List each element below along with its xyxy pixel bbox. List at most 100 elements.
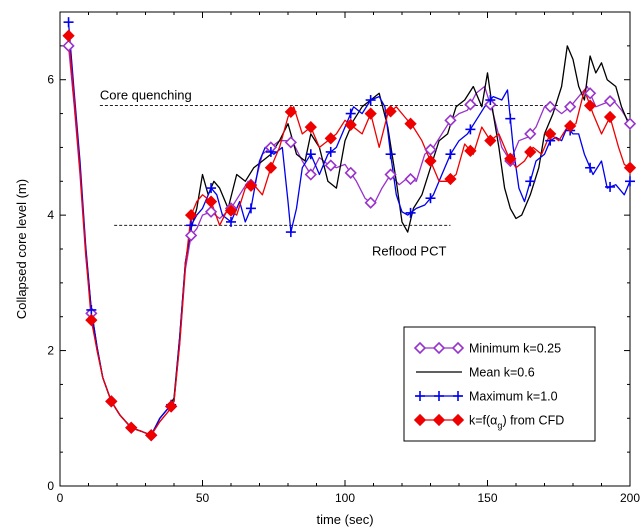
annotation-label: Core quenching [100, 87, 192, 102]
series-3-point [623, 161, 637, 174]
series-2-point [325, 146, 336, 157]
series-2-point [305, 149, 316, 160]
x-tick-label: 50 [196, 491, 210, 505]
series-2-point [605, 181, 616, 192]
x-tick-label: 200 [620, 491, 640, 505]
series-3-point [484, 134, 497, 147]
series-2-point [265, 146, 276, 157]
series-0-point [304, 168, 317, 181]
axis-ticks: 0 50 100 150 200 0 2 4 6 [47, 12, 640, 505]
series-3-point [504, 152, 517, 165]
series-0-point [364, 196, 377, 209]
series-2-point [385, 149, 396, 160]
x-tick-label: 0 [57, 491, 64, 505]
series-0-point [444, 114, 457, 127]
legend-label: Maximum k=1.0 [469, 390, 558, 404]
series-0-point [524, 127, 537, 141]
legend-label: Mean k=0.6 [469, 366, 535, 380]
series-0-point [623, 117, 637, 130]
legend: Minimum k=0.25 Mean k=0.6 Maximum k=1.0 k=f… [403, 326, 596, 442]
legend-swatch-marker [413, 341, 427, 355]
series-2-point [285, 227, 296, 238]
series-2-point [245, 203, 256, 214]
series-3-point [184, 209, 198, 222]
series-2-point [206, 183, 217, 194]
series-3-point [564, 119, 577, 133]
y-tick-label: 0 [47, 479, 54, 493]
legend-swatch-marker [451, 413, 465, 427]
legend-swatch-marker [432, 341, 446, 355]
series-2-point [63, 17, 74, 28]
series-2-point [405, 207, 416, 218]
series-2-point [505, 113, 516, 124]
series-2-point [425, 193, 436, 204]
series-3-point [224, 204, 238, 217]
legend-swatch-marker [415, 391, 425, 401]
y-tick-label: 6 [47, 73, 54, 87]
series-3-point [544, 127, 557, 141]
series-markers [62, 17, 637, 442]
series-2-point [186, 220, 197, 231]
series-0-point [583, 87, 597, 100]
series-3-point [404, 117, 417, 130]
series-3-point [85, 313, 98, 327]
series-3-point [364, 107, 377, 120]
series-3-point [344, 118, 357, 131]
annotations: Core quenching Reflood PCT [99, 87, 559, 258]
series-0-point [544, 100, 557, 113]
series-0-point [404, 172, 417, 186]
series-3-point [583, 99, 597, 112]
series-2-point [485, 95, 496, 106]
x-tick-label: 150 [477, 491, 497, 505]
legend-swatch-marker [453, 391, 463, 401]
series-2-point [86, 304, 97, 315]
series-2-point [465, 124, 476, 135]
legend-swatch-marker [432, 413, 446, 427]
series-3-point [464, 144, 477, 157]
series-0-point [284, 136, 297, 149]
y-tick-label: 4 [47, 208, 54, 222]
legend-swatch-marker [413, 413, 427, 427]
series-3-point [304, 120, 317, 134]
series-0-point [344, 166, 357, 179]
series-line-3 [67, 35, 630, 436]
legend-label: k=f(αg) from CFD [469, 414, 564, 431]
series-3-point [62, 29, 75, 42]
legend-label: Minimum k=0.25 [469, 342, 561, 356]
y-tick-label: 2 [47, 344, 54, 358]
series-0-point [204, 205, 218, 218]
series-3-point [165, 400, 178, 413]
series-3-point [244, 179, 258, 192]
series-2-point [365, 95, 376, 106]
y-axis-title: Collapsed core level (m) [14, 179, 29, 319]
annotation-label: Reflood PCT [372, 243, 446, 258]
series-3-point [384, 105, 397, 118]
series-2-point [625, 176, 635, 187]
series-2-point [445, 149, 456, 160]
series-0-point [464, 98, 477, 111]
series-2-point [345, 108, 356, 119]
series-2-point [525, 176, 536, 187]
series-3-point [284, 105, 297, 119]
series-3-point [105, 395, 118, 408]
series-0-point [324, 159, 337, 172]
series-0-point [603, 95, 617, 108]
series-3-point [524, 145, 537, 159]
series-3-point [145, 429, 158, 442]
series-0-point [62, 39, 75, 52]
legend-swatch-marker [434, 391, 444, 401]
series-3-point [424, 154, 437, 168]
series-0-point [424, 143, 437, 156]
x-tick-label: 100 [335, 491, 355, 505]
series-3-point [603, 110, 617, 124]
series-3-point [204, 195, 218, 208]
series-0-point [564, 100, 577, 113]
legend-swatch-marker [451, 341, 465, 355]
series-0-point [184, 229, 198, 242]
series-3-point [125, 421, 138, 434]
series-3-point [324, 132, 337, 145]
series-2-point [585, 162, 596, 173]
series-3-point [444, 172, 457, 186]
series-0-point [384, 168, 397, 181]
